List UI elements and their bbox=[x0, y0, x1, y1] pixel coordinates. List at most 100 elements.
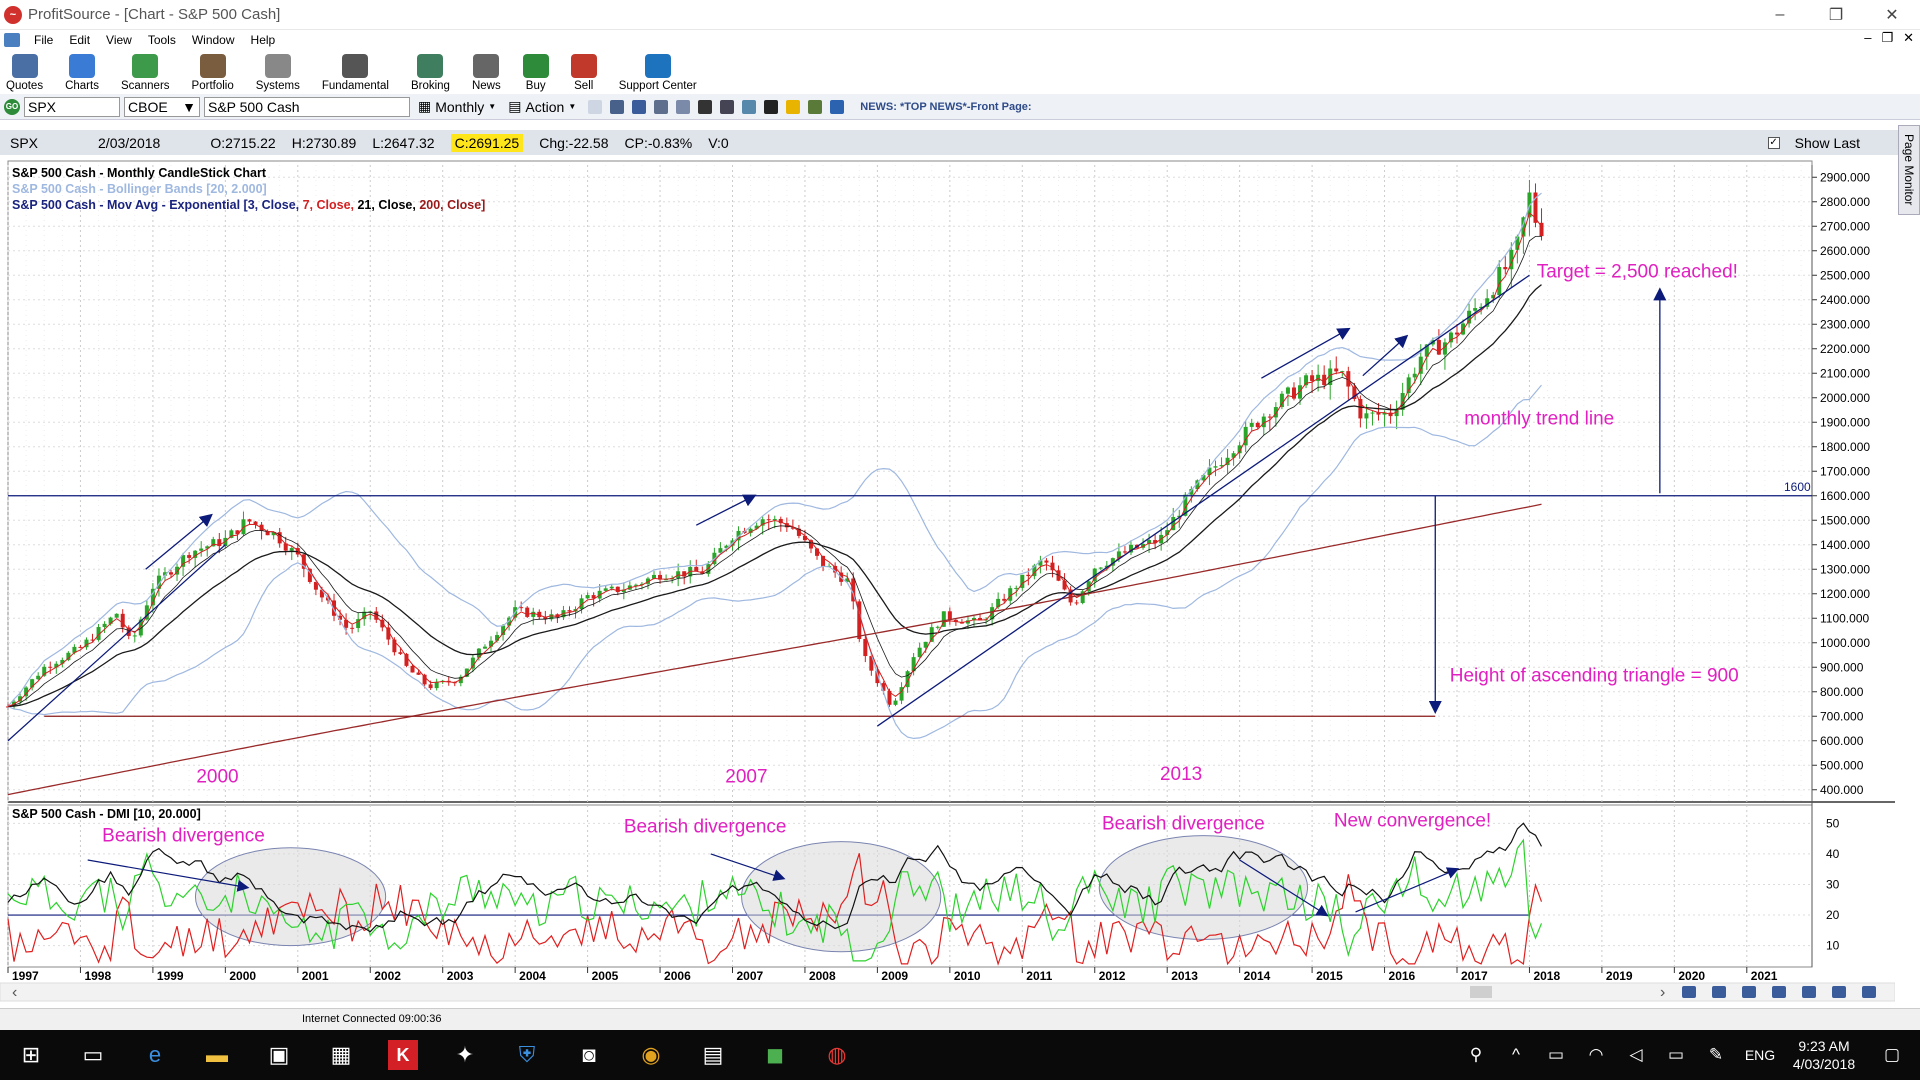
dmi-axis-label: 50 bbox=[1826, 816, 1840, 830]
menu-view[interactable]: View bbox=[106, 33, 132, 47]
kaspersky-icon[interactable]: K bbox=[388, 1040, 418, 1070]
bearish-divergence-label-3: Bearish divergence bbox=[1102, 813, 1265, 834]
candle-body bbox=[422, 674, 427, 685]
action-dropdown[interactable]: ▤ Action ▼ bbox=[508, 98, 577, 115]
ema-200-line bbox=[7, 503, 1542, 796]
chrome-icon[interactable]: ◉ bbox=[641, 1042, 661, 1067]
toolbar-button-broking[interactable]: Broking bbox=[405, 54, 456, 92]
network-drive-icon[interactable]: ▤ bbox=[702, 1042, 724, 1067]
period-dropdown[interactable]: ▦ Monthly ▼ bbox=[418, 98, 497, 115]
tool-bulb-icon[interactable] bbox=[742, 99, 757, 114]
prev-icon bbox=[1832, 986, 1846, 998]
chart-axes: 2900.000 2800.000 2700.000 2600.000 2500.000… bbox=[0, 165, 1895, 1002]
news-ticker[interactable]: NEWS: *TOP NEWS*-Front Page: bbox=[860, 100, 1032, 113]
toolbar-button-quotes[interactable]: Quotes bbox=[0, 54, 49, 92]
toolbar-button-support-center[interactable]: Support Center bbox=[613, 54, 703, 92]
tool-zigzag-icon[interactable] bbox=[808, 99, 823, 114]
volume-icon[interactable]: ◁ bbox=[1629, 1045, 1643, 1064]
mdi-restore-button[interactable]: ❐ bbox=[1881, 30, 1894, 45]
close-button[interactable]: ✕ bbox=[1885, 7, 1899, 24]
exchange-select[interactable]: CBOE ▼ bbox=[124, 96, 200, 117]
tool-print-icon[interactable] bbox=[676, 99, 691, 114]
resistance-label: 1600 bbox=[1784, 480, 1811, 494]
candle-body bbox=[911, 657, 916, 672]
toolbar-button-sell[interactable]: Sell bbox=[565, 54, 603, 92]
tool-blank-icon[interactable] bbox=[588, 99, 603, 114]
clock[interactable]: 9:23 AM 4/03/2018 bbox=[1784, 1037, 1864, 1073]
candle-body bbox=[36, 675, 41, 680]
system-menu-icon[interactable] bbox=[4, 33, 20, 47]
keyboard-icon[interactable]: ▭ bbox=[1547, 1045, 1565, 1064]
tool-gear-icon[interactable] bbox=[610, 99, 625, 114]
menu-tools[interactable]: Tools bbox=[147, 33, 176, 47]
toolbar-button-fundamental[interactable]: Fundamental bbox=[316, 54, 395, 92]
toolbar-button-buy[interactable]: Buy bbox=[517, 54, 555, 92]
toolbar-button-portfolio[interactable]: Portfolio bbox=[186, 54, 240, 92]
candle-body bbox=[1316, 374, 1321, 381]
candle-body bbox=[1183, 494, 1188, 516]
tool-chart-icon[interactable] bbox=[720, 99, 735, 114]
task-view-icon[interactable]: ▭ bbox=[82, 1042, 104, 1067]
toolbar-button-systems[interactable]: Systems bbox=[250, 54, 306, 92]
profitsource-taskbar-icon[interactable]: ◍ bbox=[827, 1042, 847, 1067]
candle-body bbox=[615, 586, 620, 593]
menu-file[interactable]: File bbox=[34, 33, 54, 47]
app-bird-icon[interactable]: ✦ bbox=[455, 1042, 475, 1067]
candle-body bbox=[1008, 588, 1013, 601]
page-monitor-tab[interactable]: Page Monitor bbox=[1898, 125, 1920, 215]
symbol-input[interactable]: SPX bbox=[24, 96, 120, 117]
divergence-zone bbox=[1098, 835, 1309, 940]
system-tray: ⚲ ^ ▭ ◠ ◁ ▭ ✎ ENG 9:23 AM 4/03/2018 ▢ bbox=[1456, 1030, 1920, 1080]
candle-body bbox=[96, 627, 101, 640]
tool-link-icon[interactable] bbox=[654, 99, 669, 114]
show-last-checkbox[interactable]: ✓ Show Last bbox=[1767, 134, 1860, 151]
year-axis-label: 2004 bbox=[519, 969, 546, 983]
year-axis-label: 1998 bbox=[84, 969, 111, 983]
tool-news-icon[interactable] bbox=[830, 99, 845, 114]
candle-body bbox=[953, 619, 958, 623]
mdi-minimize-button[interactable]: – bbox=[1864, 30, 1872, 45]
toolbar-button-charts[interactable]: Charts bbox=[59, 54, 105, 92]
candle-body bbox=[1412, 373, 1417, 378]
wifi-icon[interactable]: ◠ bbox=[1588, 1045, 1604, 1064]
store-icon[interactable]: ▣ bbox=[268, 1042, 290, 1067]
toolbar-button-news[interactable]: News bbox=[466, 54, 507, 92]
candle-body bbox=[1165, 530, 1170, 535]
calculator-icon[interactable]: ▦ bbox=[330, 1042, 352, 1067]
language-indicator[interactable]: ENG bbox=[1744, 1047, 1776, 1063]
chevron-up-icon[interactable]: ^ bbox=[1512, 1045, 1520, 1064]
candle-body bbox=[1243, 426, 1248, 446]
candle-body bbox=[1153, 540, 1158, 544]
candle-body bbox=[1110, 558, 1115, 566]
security-name-field[interactable]: S&P 500 Cash bbox=[204, 96, 410, 117]
notifications-icon[interactable]: ▢ bbox=[1883, 1045, 1901, 1064]
battery-icon[interactable]: ▭ bbox=[1667, 1045, 1685, 1064]
restore-button[interactable]: ❐ bbox=[1828, 7, 1844, 24]
defender-shield-icon[interactable]: ⛨ bbox=[518, 1042, 536, 1067]
candle-body bbox=[766, 519, 771, 521]
camera-icon[interactable]: ◙ bbox=[582, 1042, 596, 1067]
mdi-close-button[interactable]: ✕ bbox=[1903, 30, 1914, 45]
price-axis-label: 1100.000 bbox=[1820, 611, 1869, 625]
edge-browser-icon[interactable]: e bbox=[148, 1042, 162, 1067]
minus-di-line bbox=[7, 853, 1543, 966]
chart-canvas[interactable]: S&P 500 Cash - DMI [10, 20.000] Bearish d… bbox=[0, 155, 1895, 1008]
menu-help[interactable]: Help bbox=[250, 33, 276, 47]
start-windows-icon[interactable]: ⊞ bbox=[21, 1042, 41, 1067]
tool-binoculars-icon[interactable] bbox=[764, 99, 779, 114]
pen-icon[interactable]: ✎ bbox=[1708, 1045, 1724, 1064]
tool-save-icon[interactable] bbox=[632, 99, 647, 114]
tool-hammer-icon[interactable] bbox=[698, 99, 713, 114]
minimize-button[interactable]: – bbox=[1775, 6, 1785, 23]
people-icon[interactable]: ⚲ bbox=[1469, 1045, 1483, 1064]
toolbar-button-scanners[interactable]: Scanners bbox=[115, 54, 176, 92]
menu-window[interactable]: Window bbox=[191, 33, 235, 47]
go-app-icon[interactable]: ◼ bbox=[765, 1042, 785, 1067]
price-axis-label: 1300.000 bbox=[1820, 562, 1870, 576]
file-explorer-icon[interactable]: ▬ bbox=[206, 1042, 228, 1067]
tool-star-icon[interactable] bbox=[786, 99, 801, 114]
menu-edit[interactable]: Edit bbox=[69, 33, 91, 47]
year-axis-label: 2009 bbox=[881, 969, 908, 983]
go-icon[interactable]: GO bbox=[4, 98, 20, 115]
candle-body bbox=[893, 700, 898, 705]
